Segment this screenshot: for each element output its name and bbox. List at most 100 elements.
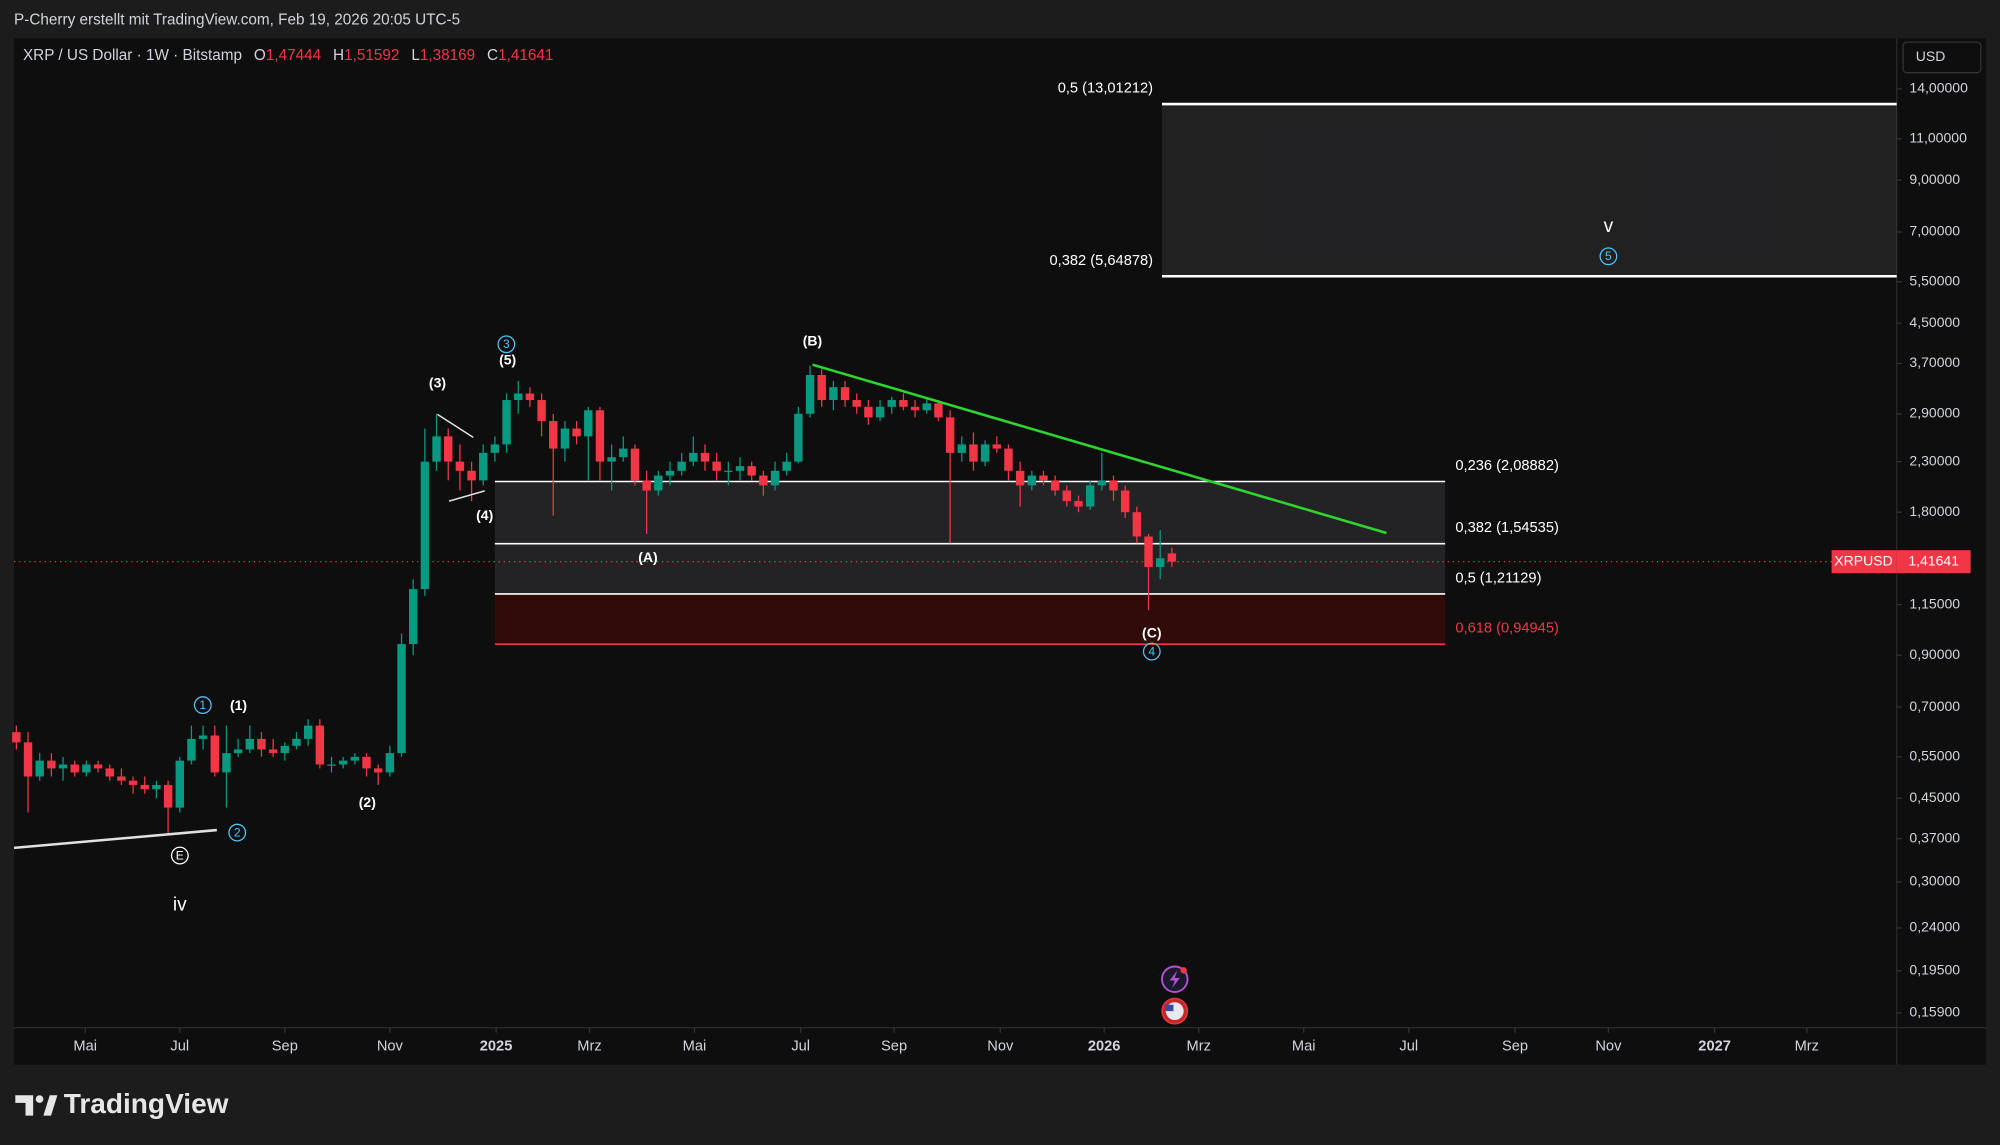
- candle-body: [58, 764, 68, 769]
- candle-body: [584, 410, 593, 437]
- candle-body: [852, 400, 861, 407]
- candle-body: [362, 756, 371, 769]
- plot-layer: [12, 102, 1897, 834]
- y-tick-label: 14,00000: [1909, 80, 1968, 96]
- wave-circle: [193, 696, 212, 715]
- y-tick-label: 2,90000: [1909, 405, 1960, 421]
- flag-canton: [1165, 1004, 1174, 1012]
- ohlc-value: 1,38169: [420, 47, 475, 64]
- candle-body: [152, 784, 161, 790]
- wave-line: [13, 828, 217, 850]
- candle-body: [945, 417, 955, 453]
- candle-body: [537, 400, 546, 422]
- ohlc-value: 1,41641: [498, 47, 553, 64]
- x-tick-label: Mrz: [1795, 1039, 1819, 1055]
- candle-body: [12, 732, 21, 743]
- y-tick-label: 5,50000: [1909, 272, 1960, 288]
- candle-body: [735, 466, 745, 471]
- candle-body: [1097, 480, 1107, 486]
- currency-button[interactable]: [1902, 41, 1982, 74]
- y-tick-label: 1,80000: [1909, 503, 1960, 519]
- y-tick-label: 4,50000: [1909, 314, 1960, 330]
- ohlc-key: C: [487, 47, 498, 64]
- candle-body: [187, 738, 196, 761]
- candle-body: [1120, 490, 1130, 513]
- x-tick-label: Jul: [791, 1039, 810, 1055]
- candle-body: [175, 760, 184, 808]
- candle-body: [595, 410, 605, 462]
- candle-body: [373, 768, 383, 773]
- candle-body: [1155, 558, 1165, 568]
- candle-body: [93, 764, 103, 769]
- fib-label: 0,618 (0,94945): [1455, 621, 1559, 637]
- wave-circle: [1142, 642, 1161, 661]
- currency-label[interactable]: USD: [1916, 48, 1946, 64]
- x-tick-label: Mai: [1292, 1039, 1316, 1055]
- wave-circle: [1599, 247, 1618, 266]
- y-tick-label: 0,24000: [1909, 919, 1960, 935]
- candle-body: [619, 448, 628, 458]
- candle-body: [303, 725, 313, 739]
- wave-label: (C): [1142, 624, 1161, 640]
- candle-body: [1039, 475, 1048, 481]
- x-tick-label: 2025: [480, 1039, 513, 1055]
- candle-body: [770, 470, 780, 486]
- candle-body: [899, 400, 908, 407]
- x-tick-label: Mai: [73, 1039, 97, 1055]
- fib-zone: [494, 593, 1446, 645]
- ohlc-key: L: [411, 47, 420, 64]
- candle-body: [257, 738, 266, 750]
- y-tick-label: 0,90000: [1909, 646, 1960, 662]
- chart-background: [14, 38, 1986, 1065]
- header-title: P-Cherry erstellt mit TradingView.com, F…: [14, 11, 460, 28]
- candle-body: [140, 784, 149, 790]
- y-tick-label: 3,70000: [1909, 354, 1960, 370]
- candle-body: [198, 735, 208, 739]
- wave-label: E: [176, 848, 184, 862]
- x-tick-label: Sep: [881, 1039, 907, 1055]
- x-tick-label: Mrz: [1186, 1039, 1210, 1055]
- candle-body: [385, 753, 395, 773]
- wave-circle: [228, 823, 247, 842]
- trend-line: [812, 363, 1387, 535]
- candle-body: [724, 470, 733, 473]
- candle-body: [1167, 553, 1177, 562]
- wave-label: (1): [230, 697, 247, 713]
- wave-circle: [170, 846, 189, 865]
- y-tick-label: 1,15000: [1909, 595, 1960, 611]
- triangle-line: [437, 413, 474, 438]
- x-tick-label: 2027: [1698, 1039, 1731, 1055]
- candle-body: [82, 764, 91, 773]
- ohlc-value: 1,47444: [266, 47, 322, 64]
- candle-body: [992, 444, 1002, 449]
- candle-body: [805, 374, 815, 414]
- wave-label: (2): [359, 794, 376, 810]
- wave-label: 4: [1148, 644, 1155, 658]
- fib-label: 0,382 (5,64878): [1050, 253, 1154, 269]
- wave-label: 3: [503, 337, 510, 351]
- candle-body: [630, 448, 640, 481]
- candle-body: [128, 780, 138, 785]
- wave-label: (4): [476, 507, 493, 523]
- candle-body: [560, 428, 570, 449]
- wave-label: v: [1604, 216, 1614, 237]
- candle-body: [957, 444, 966, 453]
- fib-label: 0,5 (1,21129): [1455, 571, 1541, 587]
- symbol-tag: [1831, 550, 1897, 574]
- candle-body: [654, 475, 663, 491]
- candle-body: [1015, 470, 1025, 486]
- fib-label: 0,5 (13,01212): [1058, 81, 1153, 97]
- candle-body: [794, 413, 803, 462]
- candle-body: [665, 470, 675, 476]
- x-tick-label: Nov: [987, 1039, 1014, 1055]
- y-tick-label: 0,30000: [1909, 873, 1960, 889]
- candle-body: [747, 466, 756, 476]
- symbol-tag-label: XRPUSD: [1834, 552, 1892, 568]
- fib-zone: [494, 481, 1446, 594]
- candle-body: [712, 461, 721, 471]
- candle-body: [210, 735, 219, 773]
- candle-body: [934, 403, 943, 418]
- candle-body: [467, 470, 476, 481]
- price-tag: [1896, 550, 1971, 574]
- y-tick-label: 11,00000: [1909, 129, 1967, 145]
